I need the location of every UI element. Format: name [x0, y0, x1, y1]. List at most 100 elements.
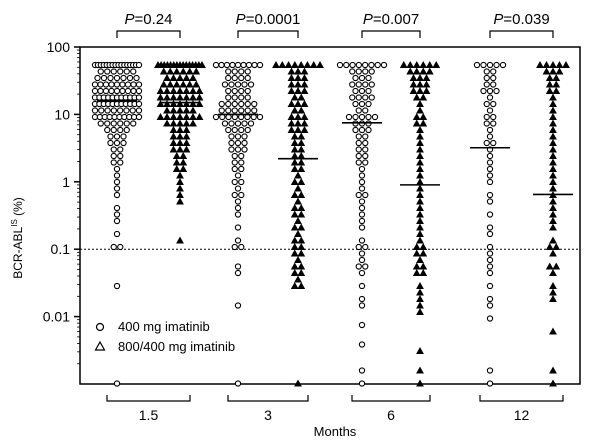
triangle-marker — [297, 132, 306, 140]
triangle-marker — [545, 262, 554, 270]
plot-frame — [79, 46, 581, 385]
circle-marker — [486, 198, 494, 205]
circle-marker — [486, 172, 494, 179]
circle-marker — [113, 87, 121, 95]
circle-marker — [113, 185, 121, 192]
circle-marker — [228, 133, 235, 140]
triangle-marker — [406, 60, 415, 69]
circle-marker — [212, 113, 220, 121]
circle-marker — [110, 243, 117, 251]
triangle-marker — [290, 106, 299, 114]
triangle-marker — [163, 99, 171, 108]
triangle-marker — [195, 99, 204, 108]
triangle-marker — [294, 86, 302, 95]
triangle-marker — [179, 158, 188, 166]
circle-marker — [486, 230, 494, 238]
circle-marker — [244, 74, 251, 82]
circle-marker — [120, 74, 127, 82]
circle-marker — [120, 133, 127, 140]
triangle-marker — [416, 125, 424, 134]
triangle-marker — [176, 112, 184, 121]
circle-marker — [113, 282, 121, 290]
triangle-marker — [169, 132, 178, 140]
circle-marker — [135, 100, 143, 108]
triangle-marker — [409, 73, 418, 82]
triangle-marker — [412, 242, 421, 251]
triangle-marker — [549, 171, 557, 179]
circle-marker — [123, 68, 130, 75]
triangle-marker — [536, 60, 544, 69]
circle-marker — [91, 107, 99, 114]
circle-marker — [231, 191, 238, 199]
triangle-marker — [176, 145, 184, 153]
circle-marker — [358, 321, 366, 329]
y-axis-label-superscript: IS — [10, 219, 19, 227]
triangle-marker — [163, 73, 171, 82]
triangle-marker — [416, 99, 424, 108]
circle-marker — [221, 120, 229, 127]
triangle-marker — [195, 86, 204, 95]
circle-marker — [124, 87, 132, 95]
triangle-marker — [290, 236, 299, 244]
circle-marker — [483, 68, 490, 75]
circle-marker — [238, 68, 245, 75]
triangle-marker — [198, 60, 206, 69]
legend-circle-marker — [95, 322, 105, 332]
triangle-marker — [189, 119, 197, 127]
triangle-marker — [294, 119, 302, 127]
triangle-marker — [416, 281, 424, 290]
circle-marker — [486, 159, 494, 166]
circle-marker — [490, 120, 497, 127]
circle-marker — [123, 126, 130, 134]
triangle-marker — [176, 236, 184, 244]
circle-marker — [91, 87, 99, 95]
circle-marker — [365, 100, 372, 108]
circle-marker — [251, 100, 258, 108]
circle-marker — [371, 113, 379, 121]
triangle-marker — [549, 288, 557, 296]
triangle-marker — [192, 80, 201, 88]
triangle-marker — [294, 275, 302, 283]
circle-marker — [486, 295, 494, 303]
p-value-label: P=0.0001 — [236, 11, 301, 28]
circle-marker — [225, 74, 232, 82]
triangle-marker — [549, 93, 557, 101]
p-value-number: =0.007 — [373, 11, 419, 28]
triangle-marker — [176, 184, 184, 192]
circle-marker — [117, 159, 124, 166]
circle-marker — [486, 178, 494, 186]
triangle-marker — [419, 249, 428, 257]
p-value-label: P=0.039 — [493, 11, 549, 28]
triangle-marker — [182, 99, 191, 108]
triangle-marker — [549, 236, 557, 244]
circle-marker — [355, 68, 362, 75]
triangle-marker — [290, 60, 299, 69]
triangle-marker — [416, 346, 424, 355]
circle-marker — [119, 81, 126, 88]
triangle-marker — [297, 145, 306, 153]
legend: 400 mg imatinib 800/400 mg imatinib — [94, 319, 235, 354]
triangle-marker — [549, 145, 557, 153]
circle-marker — [483, 113, 490, 121]
x-tick-label: 3 — [264, 407, 272, 423]
triangle-marker — [549, 281, 557, 290]
circle-marker — [358, 217, 366, 225]
p-value-number: =0.24 — [135, 11, 173, 28]
circle-marker — [490, 74, 497, 82]
triangle-marker — [166, 67, 175, 75]
triangle-marker — [412, 119, 421, 127]
triangle-marker — [176, 99, 184, 108]
triangle-marker — [545, 73, 554, 82]
circle-marker — [113, 211, 121, 218]
triangle-marker — [412, 268, 421, 277]
circle-marker — [336, 61, 344, 69]
triangle-marker — [300, 99, 309, 108]
circle-marker — [358, 367, 366, 374]
triangle-marker — [316, 60, 324, 69]
triangle-marker — [169, 99, 178, 108]
triangle-marker — [195, 112, 204, 121]
triangle-marker — [412, 67, 421, 75]
circle-marker — [218, 61, 225, 69]
triangle-marker — [182, 112, 191, 121]
triangle-marker — [290, 151, 299, 160]
